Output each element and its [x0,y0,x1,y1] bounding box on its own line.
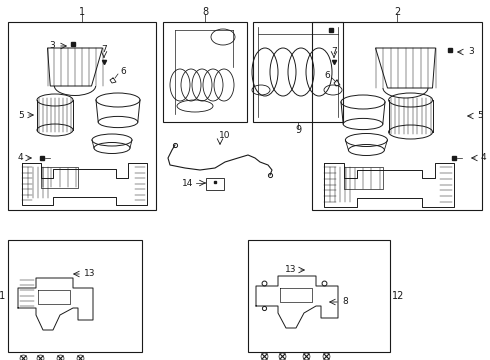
Text: 10: 10 [219,130,231,139]
Bar [8,240,142,352]
Text: 8: 8 [202,7,208,17]
Text: 6: 6 [120,68,126,77]
Text: 7: 7 [101,45,107,54]
Bar [8,22,156,210]
Text: 5: 5 [18,111,24,120]
Text: 14: 14 [182,179,193,188]
Bar [312,22,482,210]
Text: 13: 13 [84,270,96,279]
Text: 12: 12 [392,291,404,301]
Text: 4: 4 [481,153,487,162]
Text: 6: 6 [324,72,330,81]
Text: 2: 2 [394,7,400,17]
Bar [163,22,247,122]
Text: 5: 5 [477,112,483,121]
Text: 3: 3 [49,41,55,50]
Text: 13: 13 [285,266,296,274]
Text: 4: 4 [17,153,23,162]
Bar [206,178,224,190]
Bar [253,22,343,122]
Text: 9: 9 [295,125,301,135]
Text: 8: 8 [342,297,348,306]
Text: 3: 3 [468,48,474,57]
Text: 11: 11 [0,291,6,301]
Bar [248,240,390,352]
Text: 1: 1 [79,7,85,17]
Text: 7: 7 [331,48,337,57]
